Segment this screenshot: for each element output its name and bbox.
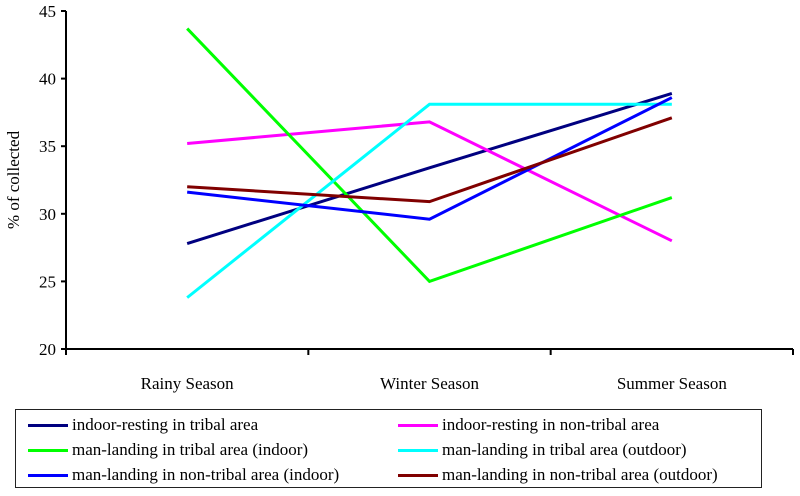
legend-swatch	[28, 423, 68, 427]
legend-item: man-landing in non-tribal area (indoor)	[28, 463, 339, 487]
legend: indoor-resting in tribal area indoor-rest…	[15, 409, 762, 488]
legend-item: indoor-resting in tribal area	[28, 413, 258, 437]
series-lines	[186, 27, 673, 299]
legend-swatch	[398, 473, 438, 477]
legend-label: man-landing in non-tribal area (indoor)	[72, 465, 340, 484]
series-line	[187, 120, 673, 243]
series-line	[187, 96, 673, 221]
axes	[61, 10, 794, 355]
y-tick-label: 35	[39, 137, 56, 156]
legend-label: indoor-resting in tribal area	[72, 415, 259, 434]
y-tick-label: 25	[39, 272, 56, 291]
y-tick-label: 20	[39, 340, 56, 359]
legend-swatch	[398, 423, 438, 427]
legend-item: man-landing in tribal area (outdoor)	[398, 438, 687, 462]
x-tick-label: Rainy Season	[141, 374, 235, 393]
y-axis-title: % of collected	[4, 130, 23, 229]
y-tick-label: 40	[39, 70, 56, 89]
line-chart: 20 25 30 35 40 45 Rainy Season Winter Season Su…	[4, 2, 794, 393]
x-tick-label: Summer Season	[617, 374, 728, 393]
legend-label: man-landing in tribal area (outdoor)	[442, 440, 687, 459]
y-tick-labels: 20 25 30 35 40 45	[39, 2, 56, 359]
x-tick-labels: Rainy Season Winter Season Summer Season	[141, 374, 728, 393]
legend-item: man-landing in non-tribal area (outdoor)	[398, 463, 718, 487]
x-tick-label: Winter Season	[380, 374, 479, 393]
legend-swatch	[28, 448, 68, 452]
series-line	[187, 116, 673, 204]
legend-label: man-landing in non-tribal area (outdoor)	[442, 465, 718, 484]
legend-swatch	[28, 473, 68, 477]
legend-item: man-landing in tribal area (indoor)	[28, 438, 308, 462]
y-tick-label: 30	[39, 205, 56, 224]
y-tick-label: 45	[39, 2, 56, 21]
series-line	[186, 102, 672, 299]
legend-swatch	[398, 448, 438, 452]
legend-label: man-landing in tribal area (indoor)	[72, 440, 309, 459]
legend-item: indoor-resting in non-tribal area	[398, 413, 659, 437]
legend-label: indoor-resting in non-tribal area	[442, 415, 660, 434]
series-line	[186, 27, 673, 284]
series-line	[186, 92, 673, 245]
